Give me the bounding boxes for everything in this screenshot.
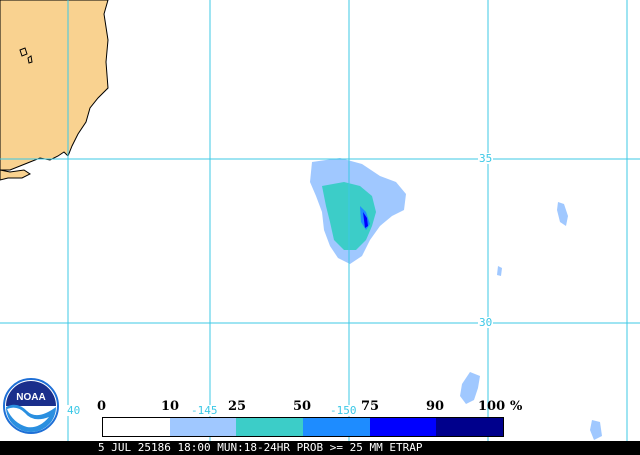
prob-speck-east-3 xyxy=(590,420,602,440)
scale-label-50: 50 xyxy=(293,399,312,414)
colorbar-segment-10-25 xyxy=(169,418,237,436)
status-text: 5 JUL 25186 18:00 MUN:18-24HR PROB >= 25… xyxy=(98,441,423,454)
scale-label-90: 90 xyxy=(426,399,445,414)
land-shikoku xyxy=(0,169,31,181)
island-2 xyxy=(27,55,33,64)
lon-label-145: -145 xyxy=(190,404,219,417)
colorbar-segment-75-90 xyxy=(369,418,437,436)
legend-colorbar xyxy=(102,417,504,437)
colorbar-segment-25-50 xyxy=(236,418,304,436)
land-japan xyxy=(0,0,109,171)
scale-label-100: 100 xyxy=(478,399,506,414)
prob-speck-east-1 xyxy=(557,202,568,226)
scale-label-25: 25 xyxy=(228,399,247,414)
scale-label-0: 0 xyxy=(97,399,107,414)
prob-area-75-90 xyxy=(363,212,368,228)
logo-text: NOAA xyxy=(16,392,45,403)
scale-label-75: 75 xyxy=(361,399,380,414)
prob-speck-east-2 xyxy=(460,372,480,404)
lon-label-150: -150 xyxy=(329,404,358,417)
colorbar-segment-90-100 xyxy=(436,418,504,436)
colorbar-segment-0-10 xyxy=(103,418,170,436)
status-bar: 5 JUL 25186 18:00 MUN:18-24HR PROB >= 25… xyxy=(0,441,640,455)
lon-label-140: 40 xyxy=(66,404,82,417)
island-1 xyxy=(19,47,28,57)
noaa-logo-icon: NOAA xyxy=(3,378,59,434)
colorbar-segment-50-75 xyxy=(303,418,370,436)
prob-speck-east-4 xyxy=(497,266,502,276)
lat-label-30: 30 xyxy=(478,316,494,329)
lat-lon-grid xyxy=(0,0,640,441)
lat-label-35: 35 xyxy=(478,152,494,165)
scale-label-10: 10 xyxy=(161,399,180,414)
scale-unit: % xyxy=(510,399,523,414)
